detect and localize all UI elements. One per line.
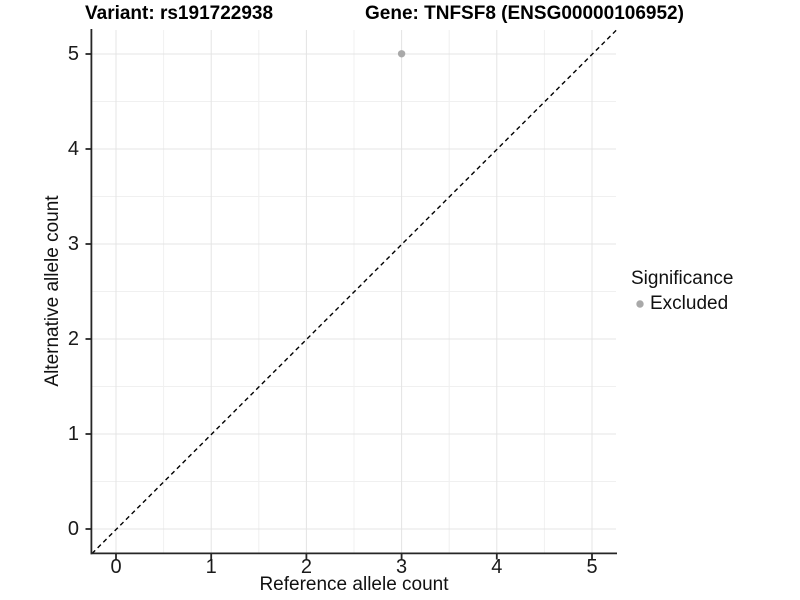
x-tick-label-1: 1 — [205, 556, 217, 578]
plot-title-gene: Gene: TNFSF8 (ENSG00000106952) — [365, 3, 684, 24]
x-tick-label-4: 4 — [491, 556, 503, 578]
legend-item-excluded: Excluded — [631, 293, 733, 315]
legend-item-label: Excluded — [650, 293, 729, 314]
y-tick-label-0: 0 — [67, 518, 79, 540]
y-tick-marks — [85, 53, 91, 530]
legend: Significance Excluded — [631, 268, 733, 315]
y-axis-title: Alternative allele count — [42, 195, 63, 387]
data-point-excluded — [397, 50, 406, 58]
legend-title: Significance — [631, 268, 734, 289]
x-tick-marks — [115, 554, 593, 560]
y-tick-label-5: 5 — [67, 43, 79, 65]
grid-minor — [92, 30, 616, 553]
x-tick-label-5: 5 — [586, 556, 598, 578]
y-tick-label-4: 4 — [67, 138, 79, 160]
grid-major — [92, 30, 616, 553]
axis-lines — [90, 29, 617, 555]
x-tick-label-0: 0 — [110, 556, 122, 578]
plot-title-variant: Variant: rs191722938 — [85, 3, 274, 24]
y-tick-label-2: 2 — [67, 328, 79, 350]
y-tick-label-3: 3 — [67, 233, 79, 255]
x-axis-title: Reference allele count — [259, 574, 449, 595]
x-tick-label-3: 3 — [396, 556, 408, 578]
y-tick-label-1: 1 — [67, 423, 79, 445]
identity-line — [91, 29, 617, 554]
legend-key-dot-icon — [636, 300, 644, 308]
x-tick-label-2: 2 — [300, 556, 312, 578]
